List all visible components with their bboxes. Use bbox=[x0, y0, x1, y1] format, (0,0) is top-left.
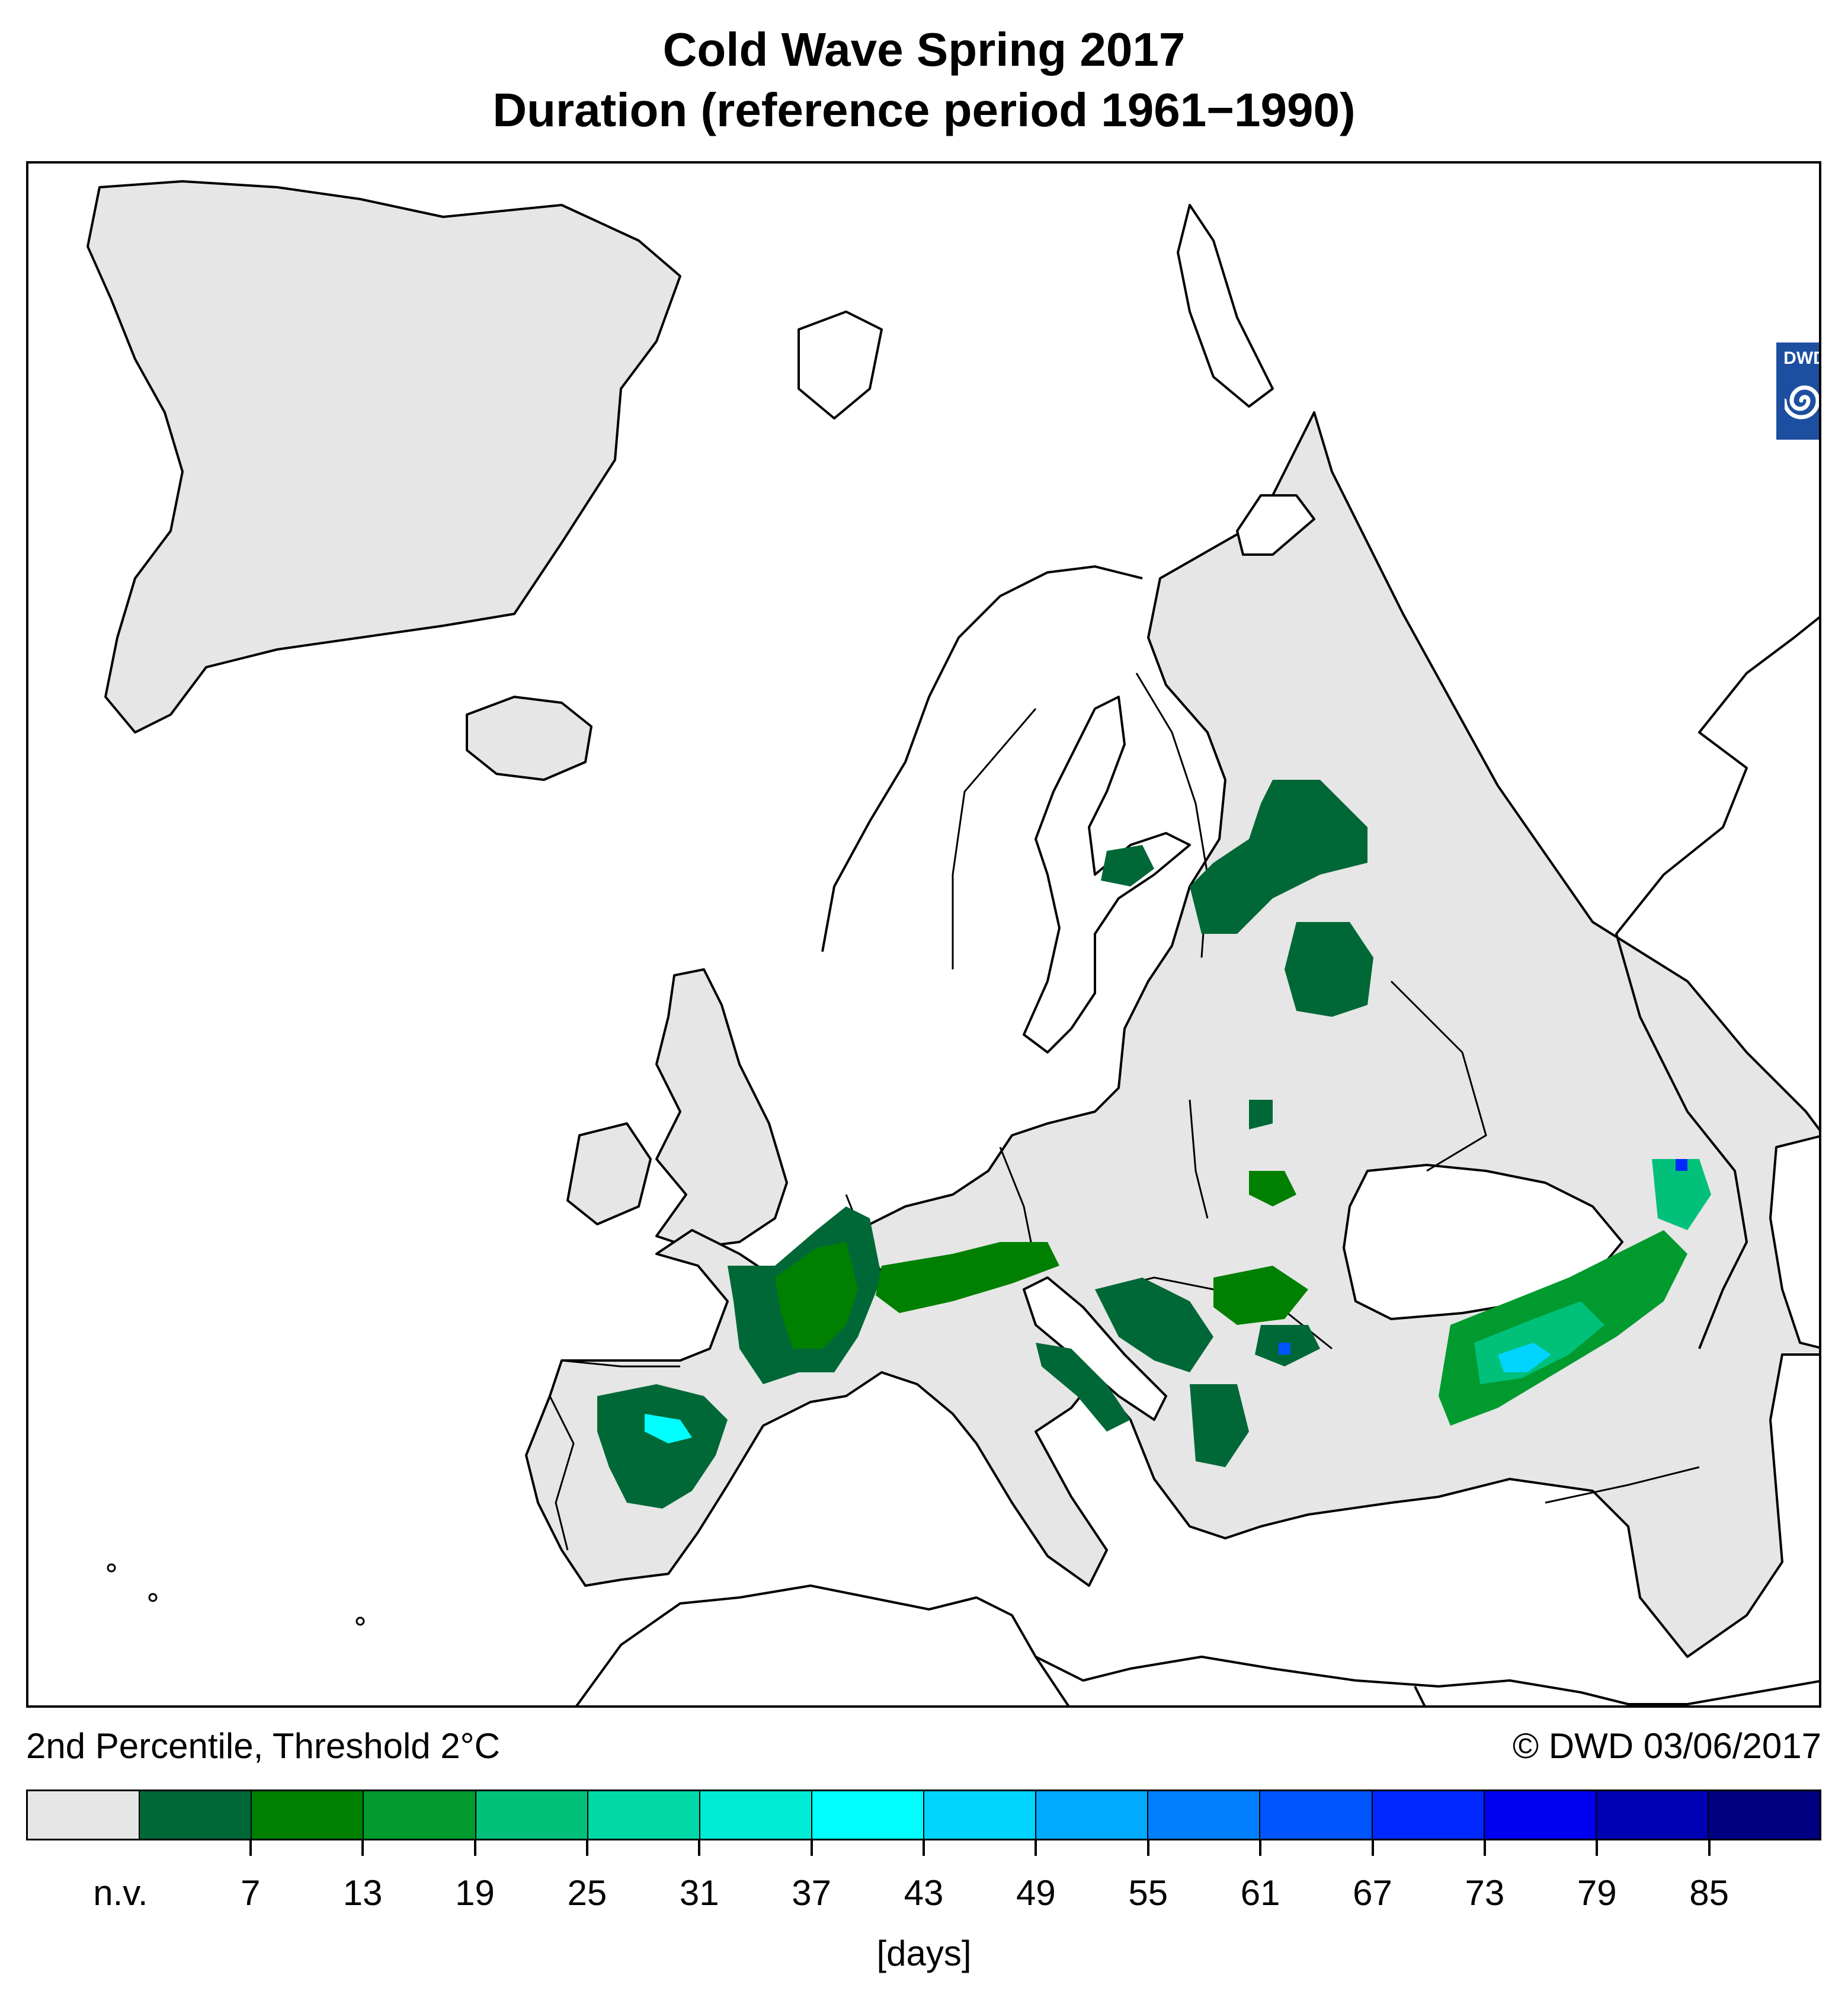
legend-swatch bbox=[28, 1791, 140, 1839]
patch-hungary bbox=[1249, 1171, 1296, 1206]
legend-swatch bbox=[924, 1791, 1037, 1839]
azores-2 bbox=[148, 1593, 158, 1602]
legend-swatch bbox=[476, 1791, 588, 1839]
legend-swatch bbox=[252, 1791, 364, 1839]
border-ukraine-russia bbox=[1390, 980, 1487, 1172]
legend-tick-label: 37 bbox=[792, 1873, 831, 1913]
patch-france-mid bbox=[775, 1242, 858, 1349]
patch-bulgaria-blue bbox=[1279, 1343, 1290, 1355]
patch-turkey-cyan bbox=[1498, 1343, 1551, 1372]
legend-tick bbox=[1146, 1840, 1149, 1856]
legend-tick bbox=[1371, 1840, 1374, 1856]
chart-subtitle: Duration (reference period 1961−1990) bbox=[492, 84, 1356, 136]
legend-tick-label: 79 bbox=[1577, 1873, 1617, 1913]
patch-alps bbox=[876, 1242, 1059, 1313]
dwd-logo: DWD bbox=[1776, 342, 1819, 440]
greenland bbox=[87, 180, 681, 734]
azores-1 bbox=[107, 1563, 116, 1573]
iceland bbox=[466, 696, 592, 781]
border-algeria-libya bbox=[1035, 1656, 1070, 1705]
legend-tick bbox=[473, 1840, 476, 1856]
legend-tick-label: 43 bbox=[904, 1873, 944, 1913]
legend-tick-label: 61 bbox=[1240, 1873, 1280, 1913]
svalbard bbox=[798, 310, 883, 420]
map-canvas bbox=[87, 180, 1819, 1705]
logo-label: DWD bbox=[1783, 348, 1819, 368]
patch-russia-south bbox=[1285, 922, 1373, 1017]
legend-unit: [days] bbox=[876, 1933, 972, 1973]
legend-tick-label: 25 bbox=[567, 1873, 607, 1913]
legend-tick-labels: n.v. 7 13 19 25 31 37 43 49 55 61 67 73 79 85 bbox=[26, 1872, 1821, 1914]
legend-tick-label: 13 bbox=[342, 1873, 383, 1913]
chart-title: Cold Wave Spring 2017 bbox=[662, 23, 1186, 76]
patch-spain bbox=[597, 1384, 728, 1509]
border-turkey-syria bbox=[1545, 1466, 1700, 1504]
ireland bbox=[566, 1122, 652, 1225]
legend-swatch bbox=[1036, 1791, 1149, 1839]
legend-tick-label: 49 bbox=[1016, 1873, 1056, 1913]
patch-spain-cyan bbox=[645, 1414, 692, 1443]
adriatic-sea bbox=[1023, 1276, 1167, 1421]
russia-east-border bbox=[1615, 616, 1819, 1349]
legend-swatch bbox=[1260, 1791, 1373, 1839]
map-panel: DWD bbox=[26, 161, 1821, 1708]
border-france-spain bbox=[561, 1359, 680, 1368]
legend-swatch bbox=[812, 1791, 924, 1839]
great-britain bbox=[655, 968, 788, 1249]
legend-tick bbox=[1596, 1840, 1599, 1856]
legend-tick-label: 7 bbox=[241, 1873, 261, 1913]
norway-coast bbox=[821, 565, 1143, 952]
legend-swatch bbox=[1484, 1791, 1597, 1839]
caption-percentile: 2nd Percentile, Threshold 2°C bbox=[26, 1726, 501, 1766]
patch-russia-north bbox=[1190, 780, 1367, 934]
legend-swatch bbox=[1708, 1791, 1820, 1839]
caspian-sea bbox=[1769, 1135, 1819, 1349]
legend-tick-label: 67 bbox=[1353, 1873, 1392, 1913]
duration-patches bbox=[597, 780, 1711, 1509]
legend-tick bbox=[923, 1840, 925, 1856]
legend-tick-label: 85 bbox=[1689, 1873, 1729, 1913]
legend-tick bbox=[1708, 1840, 1711, 1856]
patch-romania bbox=[1213, 1266, 1308, 1325]
patch-balkans-south bbox=[1190, 1384, 1249, 1467]
legend-tick-label: 19 bbox=[455, 1873, 495, 1913]
border-spain-portugal bbox=[549, 1395, 575, 1551]
legend-tick bbox=[1483, 1840, 1486, 1856]
patch-caucasus bbox=[1652, 1159, 1711, 1230]
canary bbox=[355, 1616, 365, 1626]
legend-tick-label: 55 bbox=[1128, 1873, 1168, 1913]
north-africa-coast bbox=[575, 1584, 1819, 1705]
border-sweden-norway bbox=[952, 708, 1037, 969]
novaya-zemlya bbox=[1177, 204, 1274, 408]
swirl-icon bbox=[1785, 385, 1819, 420]
patch-caucasus-blue bbox=[1676, 1159, 1687, 1171]
border-poland-belarus bbox=[1189, 1099, 1209, 1219]
legend-colorbar bbox=[26, 1789, 1821, 1840]
legend-tick bbox=[585, 1840, 588, 1856]
legend-tick-label: n.v. bbox=[93, 1873, 148, 1913]
patch-italy bbox=[1036, 1343, 1130, 1432]
patch-balkans-west bbox=[1095, 1278, 1213, 1372]
legend-tick-label: 31 bbox=[679, 1873, 719, 1913]
legend-swatch bbox=[700, 1791, 812, 1839]
border-libya-egypt bbox=[1414, 1686, 1426, 1705]
legend-tick-label: 73 bbox=[1465, 1873, 1505, 1913]
patch-baltics bbox=[1101, 845, 1154, 886]
legend-tick bbox=[698, 1840, 701, 1856]
legend-tick bbox=[810, 1840, 813, 1856]
legend-ticks bbox=[26, 1840, 1821, 1858]
legend-swatch bbox=[364, 1791, 476, 1839]
legend-tick bbox=[361, 1840, 364, 1856]
white-sea bbox=[1236, 494, 1315, 556]
patch-ukraine bbox=[1249, 1100, 1273, 1129]
legend-tick bbox=[1259, 1840, 1262, 1856]
legend-tick bbox=[1035, 1840, 1037, 1856]
legend-swatch bbox=[588, 1791, 700, 1839]
legend-swatch bbox=[140, 1791, 252, 1839]
legend-tick bbox=[249, 1840, 252, 1856]
legend-swatch bbox=[1372, 1791, 1485, 1839]
legend-swatch bbox=[1596, 1791, 1709, 1839]
legend-swatch bbox=[1148, 1791, 1261, 1839]
caption-copyright: © DWD 03/06/2017 bbox=[1512, 1726, 1821, 1766]
